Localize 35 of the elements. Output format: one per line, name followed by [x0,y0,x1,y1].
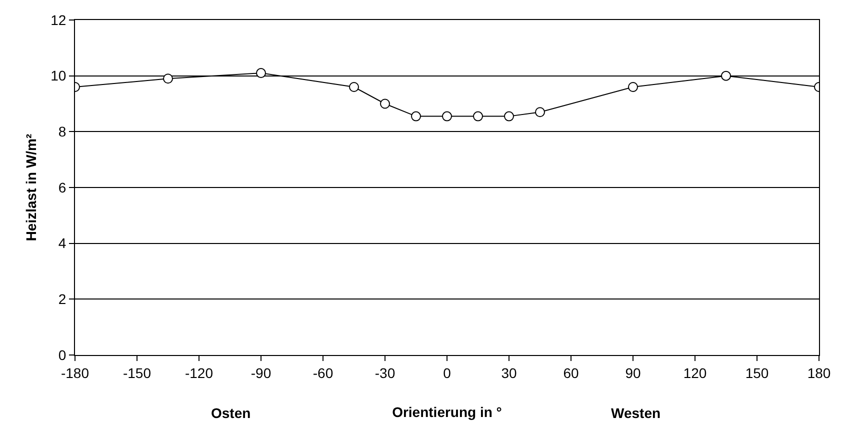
text: Osten [211,405,251,421]
x-tick-label: 0 [443,364,452,381]
point [380,98,390,109]
point [349,82,359,92]
x-tick-label: 180 [807,364,831,381]
x-tick-label: 120 [683,364,707,381]
point [442,111,452,122]
point [535,107,545,118]
text: Westen [611,405,661,421]
x-tick-label: 90 [625,364,641,381]
point [504,111,514,122]
x-tick-label: -180 [60,364,90,381]
y-tick-label: 12 [50,12,66,28]
y-axis-title: Heizlast in W/m² [23,133,40,242]
point [163,74,173,84]
point [256,68,266,78]
x-tick-label: -60 [312,364,334,381]
y-tick-label: 0 [58,346,66,363]
x-tick-label: -30 [374,364,396,381]
point [721,70,731,81]
y-tick-label: 10 [50,68,66,84]
y-tick-label: 6 [58,179,66,196]
y-tick-label: 4 [58,235,66,252]
point [411,111,421,122]
y-tick-label: 8 [58,124,66,140]
x-tick-label: 30 [501,364,517,381]
x-tick-label: 150 [745,364,769,381]
point [473,111,483,122]
x-tick-label: -150 [122,364,152,381]
x-axis-title: Orientierung in ° [392,404,502,420]
point [628,82,638,92]
x-tick-label: -90 [250,364,272,381]
y-tick-label: 2 [58,291,66,308]
x-tick-label: -120 [184,364,214,381]
x-tick-label: 60 [563,364,579,381]
